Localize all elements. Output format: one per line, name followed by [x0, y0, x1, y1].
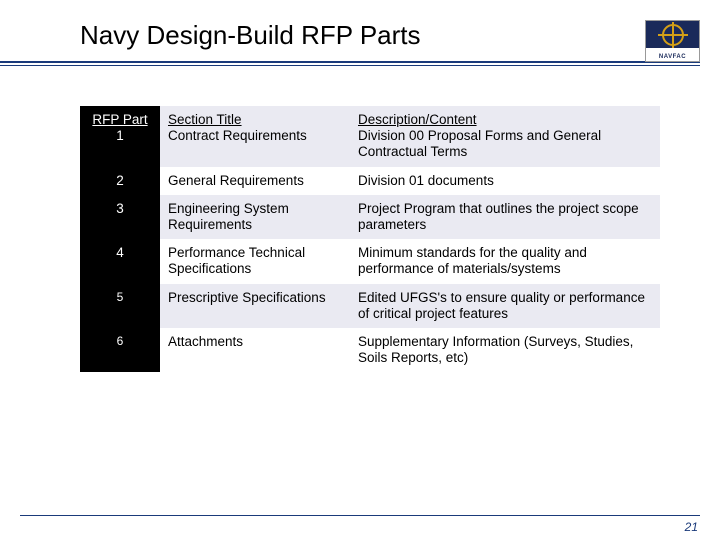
footer-rule	[20, 515, 700, 516]
cell-desc: Minimum standards for the quality and pe…	[350, 239, 660, 283]
header-rule-thick	[0, 61, 700, 63]
table-header-row: RFP Part 1 Section Title Contract Requir…	[80, 106, 660, 167]
cell-part: 4	[80, 239, 160, 283]
cell-title: Engineering System Requirements	[160, 195, 350, 239]
logo-label: NAVFAC	[646, 54, 699, 60]
rfp-parts-table: RFP Part 1 Section Title Contract Requir…	[80, 106, 660, 372]
page-number: 21	[685, 520, 698, 534]
table-row: 6 Attachments Supplementary Information …	[80, 328, 660, 372]
table-row: 2 General Requirements Division 01 docum…	[80, 167, 660, 195]
cell-title: Performance Technical Specifications	[160, 239, 350, 283]
cell-desc: Division 00 Proposal Forms and General C…	[358, 128, 601, 159]
cell-part: 6	[80, 328, 160, 372]
header-title: Section Title	[168, 112, 342, 128]
slide-title: Navy Design-Build RFP Parts	[80, 20, 720, 51]
navfac-logo: NAVFAC	[645, 20, 700, 62]
header-part: RFP Part	[88, 112, 152, 128]
table-row: 4 Performance Technical Specifications M…	[80, 239, 660, 283]
cell-title: Prescriptive Specifications	[160, 284, 350, 328]
table-row: 3 Engineering System Requirements Projec…	[80, 195, 660, 239]
cell-part: 3	[80, 195, 160, 239]
cell-desc: Project Program that outlines the projec…	[350, 195, 660, 239]
table-row: 5 Prescriptive Specifications Edited UFG…	[80, 284, 660, 328]
cell-desc: Division 01 documents	[350, 167, 660, 195]
cell-part: 2	[80, 167, 160, 195]
cell-title: Attachments	[160, 328, 350, 372]
cell-desc: Edited UFGS's to ensure quality or perfo…	[350, 284, 660, 328]
header-desc: Description/Content	[358, 112, 652, 128]
cell-part: 5	[80, 284, 160, 328]
cell-title: General Requirements	[160, 167, 350, 195]
cell-title: Contract Requirements	[168, 128, 307, 143]
cell-part: 1	[116, 128, 124, 143]
cell-desc: Supplementary Information (Surveys, Stud…	[350, 328, 660, 372]
